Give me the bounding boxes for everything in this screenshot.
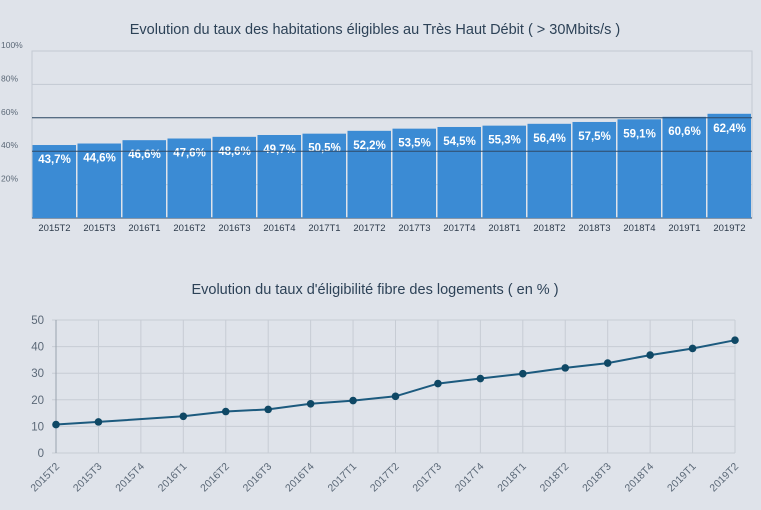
bar [302,133,346,218]
bar [392,128,436,218]
bar-y-tick-label: 40% [1,140,18,150]
bar-value-label: 56,4% [533,133,566,145]
line-series-path [55,339,736,426]
bar-x-tick-label: 2018T4 [623,223,655,234]
line-y-tick-label: 50 [31,315,44,327]
bar [167,138,211,218]
bar-value-label: 46,6% [128,149,161,161]
bar-x-tick-label: 2016T1 [128,223,160,234]
line-x-tick-label: 2017T1 [326,461,360,495]
line-point [646,351,654,359]
bar [32,145,76,218]
bar-x-tick-label: 2015T3 [83,223,115,234]
bar-y-tick-label: 80% [1,73,18,83]
line-point [306,399,315,408]
bar [77,143,121,218]
line-point [476,374,485,383]
bar-y-tick-label: 20% [1,174,18,184]
bar-x-tick-label: 2019T1 [668,223,700,234]
bar-value-label: 53,5% [398,138,431,150]
bar [257,135,301,218]
bar-value-label: 54,5% [443,136,476,148]
bar-value-label: 55,3% [488,135,521,147]
bar-value-label: 43,7% [38,154,71,166]
line-x-tick-label: 2019T2 [707,461,741,495]
bar-value-label: 60,6% [668,126,701,138]
line-y-tick-label: 20 [31,395,44,407]
bar-y-tick-label: 60% [1,107,18,117]
line-point [519,369,527,378]
bar-x-tick-label: 2019T2 [713,223,745,234]
bar-y-tick-label: 100% [1,40,23,50]
bar-value-label: 52,2% [353,140,386,152]
line-x-tick-label: 2015T3 [71,461,105,495]
line-point [561,364,570,372]
bar-x-tick-label: 2018T2 [533,223,565,234]
line-point [434,379,442,388]
line-x-tick-label: 2017T3 [410,461,444,495]
line-y-tick-label: 40 [31,342,44,354]
bar-value-label: 49,7% [263,144,296,156]
bar-value-label: 62,4% [713,123,746,135]
line-y-tick-label: 0 [38,448,44,460]
bar-chart-title: Evolution du taux des habitations éligib… [130,22,620,38]
line-point [349,396,357,405]
bar [347,130,391,218]
bar-x-tick-label: 2018T3 [578,223,610,234]
bar-value-label: 59,1% [623,128,656,140]
bar-value-label: 44,6% [83,153,116,165]
bar [662,116,706,218]
bar-x-tick-label: 2017T4 [443,223,475,234]
line-point [179,412,188,421]
line-point [688,344,697,353]
bar-x-tick-label: 2016T4 [263,223,295,234]
bar [707,113,751,218]
bar-x-tick-label: 2017T3 [398,223,430,234]
line-x-tick-label: 2019T1 [665,461,699,495]
bar [617,119,661,218]
line-x-tick-label: 2016T1 [156,461,190,495]
bar [212,136,256,218]
line-x-tick-label: 2018T2 [538,461,572,495]
bar [527,123,571,218]
line-x-tick-label: 2016T2 [198,461,232,495]
bar-value-label: 50,5% [308,143,341,155]
line-y-tick-label: 30 [31,368,44,380]
line-x-tick-label: 2016T3 [241,461,275,495]
line-point [52,420,60,429]
bar-value-label: 57,5% [578,131,611,143]
line-x-tick-label: 2017T2 [368,461,402,495]
line-point [94,418,103,426]
line-point [391,392,400,401]
bar [122,140,166,218]
bar [482,125,526,218]
bar-x-tick-label: 2018T1 [488,223,520,234]
bar-value-label: 47,6% [173,148,206,160]
bar [437,126,481,218]
line-x-tick-label: 2018T1 [495,461,529,495]
bar-value-label: 48,6% [218,146,251,158]
line-x-tick-label: 2017T4 [453,461,487,495]
line-x-tick-label: 2018T3 [580,461,614,495]
bar-x-tick-label: 2016T2 [173,223,205,234]
bar-x-tick-label: 2017T1 [308,223,340,234]
line-point [731,336,739,345]
bar-chart-thd: Evolution du taux des habitations éligib… [1,22,753,234]
bar-x-tick-label: 2017T2 [353,223,385,234]
bar [572,121,616,218]
line-x-tick-label: 2015T2 [28,461,62,495]
bar-x-tick-label: 2016T3 [218,223,250,234]
line-y-tick-label: 10 [31,421,44,433]
line-x-tick-label: 2016T4 [283,461,317,495]
line-x-tick-label: 2018T4 [623,461,657,495]
line-chart-fibre: Evolution du taux d'éligibilité fibre de… [28,282,741,494]
line-chart-title: Evolution du taux d'éligibilité fibre de… [191,282,558,298]
line-x-tick-label: 2015T4 [113,461,147,495]
line-point [221,407,230,416]
bar-x-tick-label: 2015T2 [38,223,70,234]
line-point [603,359,612,367]
line-point [264,405,272,414]
